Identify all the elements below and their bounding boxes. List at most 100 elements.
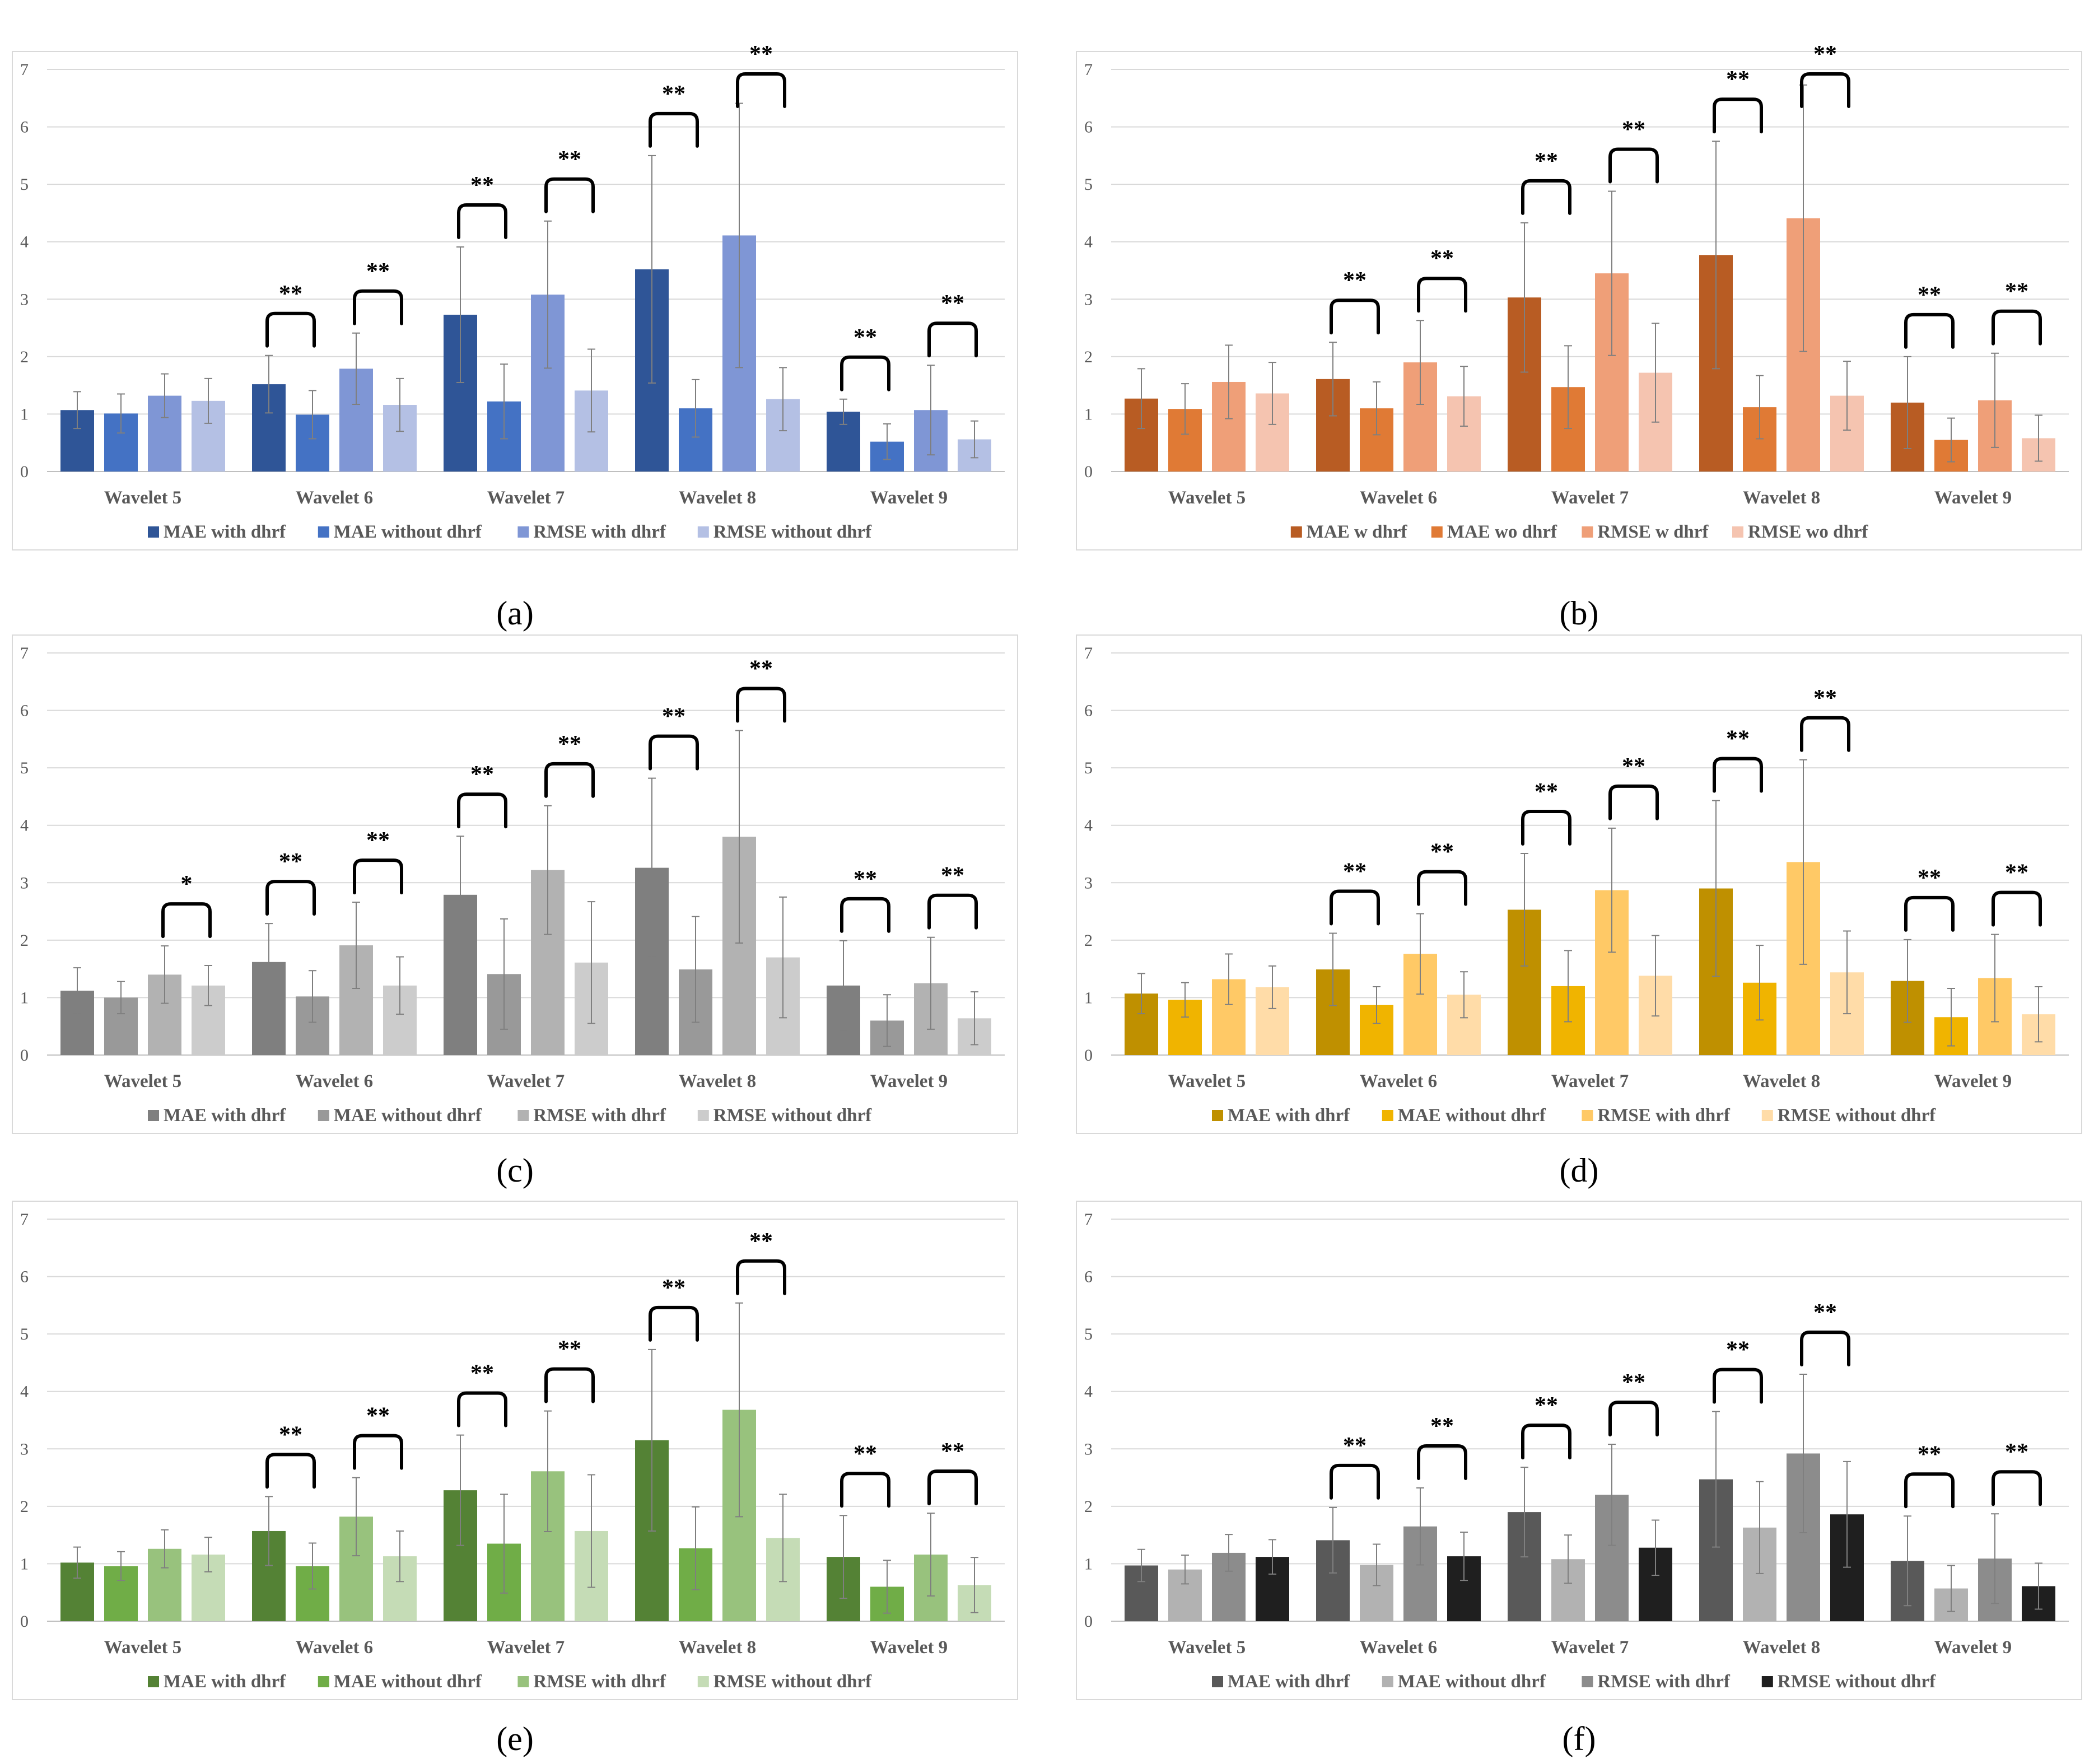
error-bar bbox=[1652, 1519, 1659, 1576]
y-tick-label: 1 bbox=[20, 1555, 29, 1573]
significance-bracket bbox=[1608, 1401, 1659, 1437]
y-tick-label: 2 bbox=[1084, 931, 1093, 950]
significance-label: ** bbox=[1918, 1441, 1941, 1467]
y-tick-label: 3 bbox=[20, 290, 29, 309]
significance-label: ** bbox=[749, 1229, 773, 1254]
error-bar bbox=[587, 348, 595, 433]
significance-bracket bbox=[649, 734, 699, 771]
error-bar bbox=[1843, 361, 1851, 431]
significance-bracket bbox=[544, 762, 595, 798]
legend-swatch bbox=[1582, 1110, 1593, 1121]
significance-label: ** bbox=[1343, 268, 1367, 293]
x-tick-label: Wavelet 5 bbox=[104, 1637, 181, 1658]
error-bar bbox=[396, 377, 404, 432]
error-bar bbox=[1712, 1411, 1720, 1548]
x-tick-label: Wavelet 7 bbox=[1551, 1071, 1629, 1091]
error-bar bbox=[1373, 381, 1381, 436]
x-tick-label: Wavelet 7 bbox=[487, 1637, 565, 1658]
y-tick-label: 4 bbox=[1084, 816, 1093, 835]
significance-label: ** bbox=[941, 1439, 964, 1464]
legend-label: RMSE with dhrf bbox=[533, 522, 666, 542]
panel-frame bbox=[12, 51, 1018, 550]
significance-label: ** bbox=[1726, 67, 1750, 92]
y-tick-label: 6 bbox=[20, 1268, 29, 1286]
significance-bracket bbox=[1800, 72, 1850, 108]
error-bar bbox=[265, 923, 273, 1001]
legend-swatch bbox=[697, 1676, 709, 1687]
y-tick-label: 7 bbox=[1084, 644, 1093, 662]
x-tick-label: Wavelet 5 bbox=[1168, 488, 1246, 508]
significance-label: ** bbox=[558, 731, 581, 757]
significance-label: ** bbox=[2005, 279, 2028, 305]
significance-label: ** bbox=[854, 325, 877, 351]
significance-bracket bbox=[736, 687, 786, 723]
significance-bracket bbox=[265, 1453, 316, 1489]
error-bar bbox=[927, 1513, 935, 1597]
legend-label: RMSE without dhrf bbox=[713, 1672, 872, 1692]
significance-label: ** bbox=[2005, 860, 2028, 886]
legend-label: RMSE with dhrf bbox=[1597, 1105, 1731, 1126]
error-bar bbox=[396, 956, 404, 1015]
error-bar bbox=[971, 420, 978, 459]
significance-label: ** bbox=[279, 1422, 302, 1448]
significance-bracket bbox=[544, 177, 595, 213]
x-tick-label: Wavelet 8 bbox=[679, 488, 756, 508]
y-tick-label: 3 bbox=[20, 874, 29, 892]
error-bar bbox=[1947, 988, 1955, 1047]
x-tick-label: Wavelet 8 bbox=[1743, 1637, 1820, 1658]
y-tick-label: 6 bbox=[1084, 1268, 1093, 1286]
legend-swatch bbox=[697, 1110, 709, 1121]
error-bar bbox=[352, 1477, 360, 1557]
significance-label: ** bbox=[1343, 859, 1367, 885]
y-tick-label: 7 bbox=[1084, 1210, 1093, 1229]
significance-label: ** bbox=[1430, 1413, 1454, 1439]
y-tick-label: 0 bbox=[20, 1612, 29, 1631]
error-bar bbox=[1225, 953, 1233, 1005]
x-tick-label: Wavelet 9 bbox=[1934, 1071, 2012, 1091]
legend-swatch bbox=[148, 1110, 159, 1121]
error-bar bbox=[352, 902, 360, 990]
y-tick-label: 6 bbox=[1084, 702, 1093, 720]
error-bar bbox=[544, 1410, 552, 1532]
y-tick-label: 2 bbox=[20, 348, 29, 366]
y-tick-label: 0 bbox=[20, 1046, 29, 1065]
significance-label: ** bbox=[366, 828, 390, 853]
error-bar bbox=[1460, 1532, 1468, 1581]
significance-bracket bbox=[161, 902, 212, 939]
significance-bracket bbox=[736, 72, 786, 108]
error-bar bbox=[1137, 1548, 1145, 1583]
legend-label: RMSE without dhrf bbox=[713, 1105, 872, 1126]
error-bar bbox=[1904, 1515, 1911, 1607]
significance-label: ** bbox=[1343, 1433, 1367, 1459]
legend-swatch bbox=[318, 1676, 329, 1687]
legend-label: MAE with dhrf bbox=[1228, 1105, 1350, 1126]
error-bar bbox=[1608, 190, 1616, 356]
significance-bracket bbox=[1417, 277, 1467, 313]
error-bar bbox=[1652, 935, 1659, 1017]
y-tick-label: 6 bbox=[20, 702, 29, 720]
error-bar bbox=[1521, 222, 1528, 373]
x-tick-label: Wavelet 8 bbox=[679, 1637, 756, 1658]
error-bar bbox=[161, 945, 169, 1004]
error-bar bbox=[735, 730, 743, 944]
significance-bracket bbox=[1904, 1472, 1955, 1509]
error-bar bbox=[1904, 939, 1911, 1023]
y-tick-label: 3 bbox=[1084, 874, 1093, 892]
significance-label: ** bbox=[558, 1337, 581, 1362]
x-tick-label: Wavelet 7 bbox=[487, 1071, 565, 1091]
significance-bracket bbox=[1521, 1424, 1571, 1460]
significance-bracket bbox=[927, 1469, 978, 1506]
error-bar bbox=[692, 379, 699, 438]
error-bar bbox=[1756, 375, 1764, 440]
error-bar bbox=[1521, 1467, 1528, 1558]
error-bar bbox=[1181, 982, 1189, 1018]
error-bar bbox=[1608, 827, 1616, 953]
error-bar bbox=[2035, 986, 2042, 1043]
error-bar bbox=[927, 365, 935, 456]
error-bar bbox=[1991, 934, 1999, 1023]
significance-label: ** bbox=[662, 81, 685, 107]
y-tick-label: 3 bbox=[20, 1440, 29, 1458]
significance-bracket bbox=[1904, 312, 1955, 349]
significance-bracket bbox=[1713, 97, 1763, 134]
